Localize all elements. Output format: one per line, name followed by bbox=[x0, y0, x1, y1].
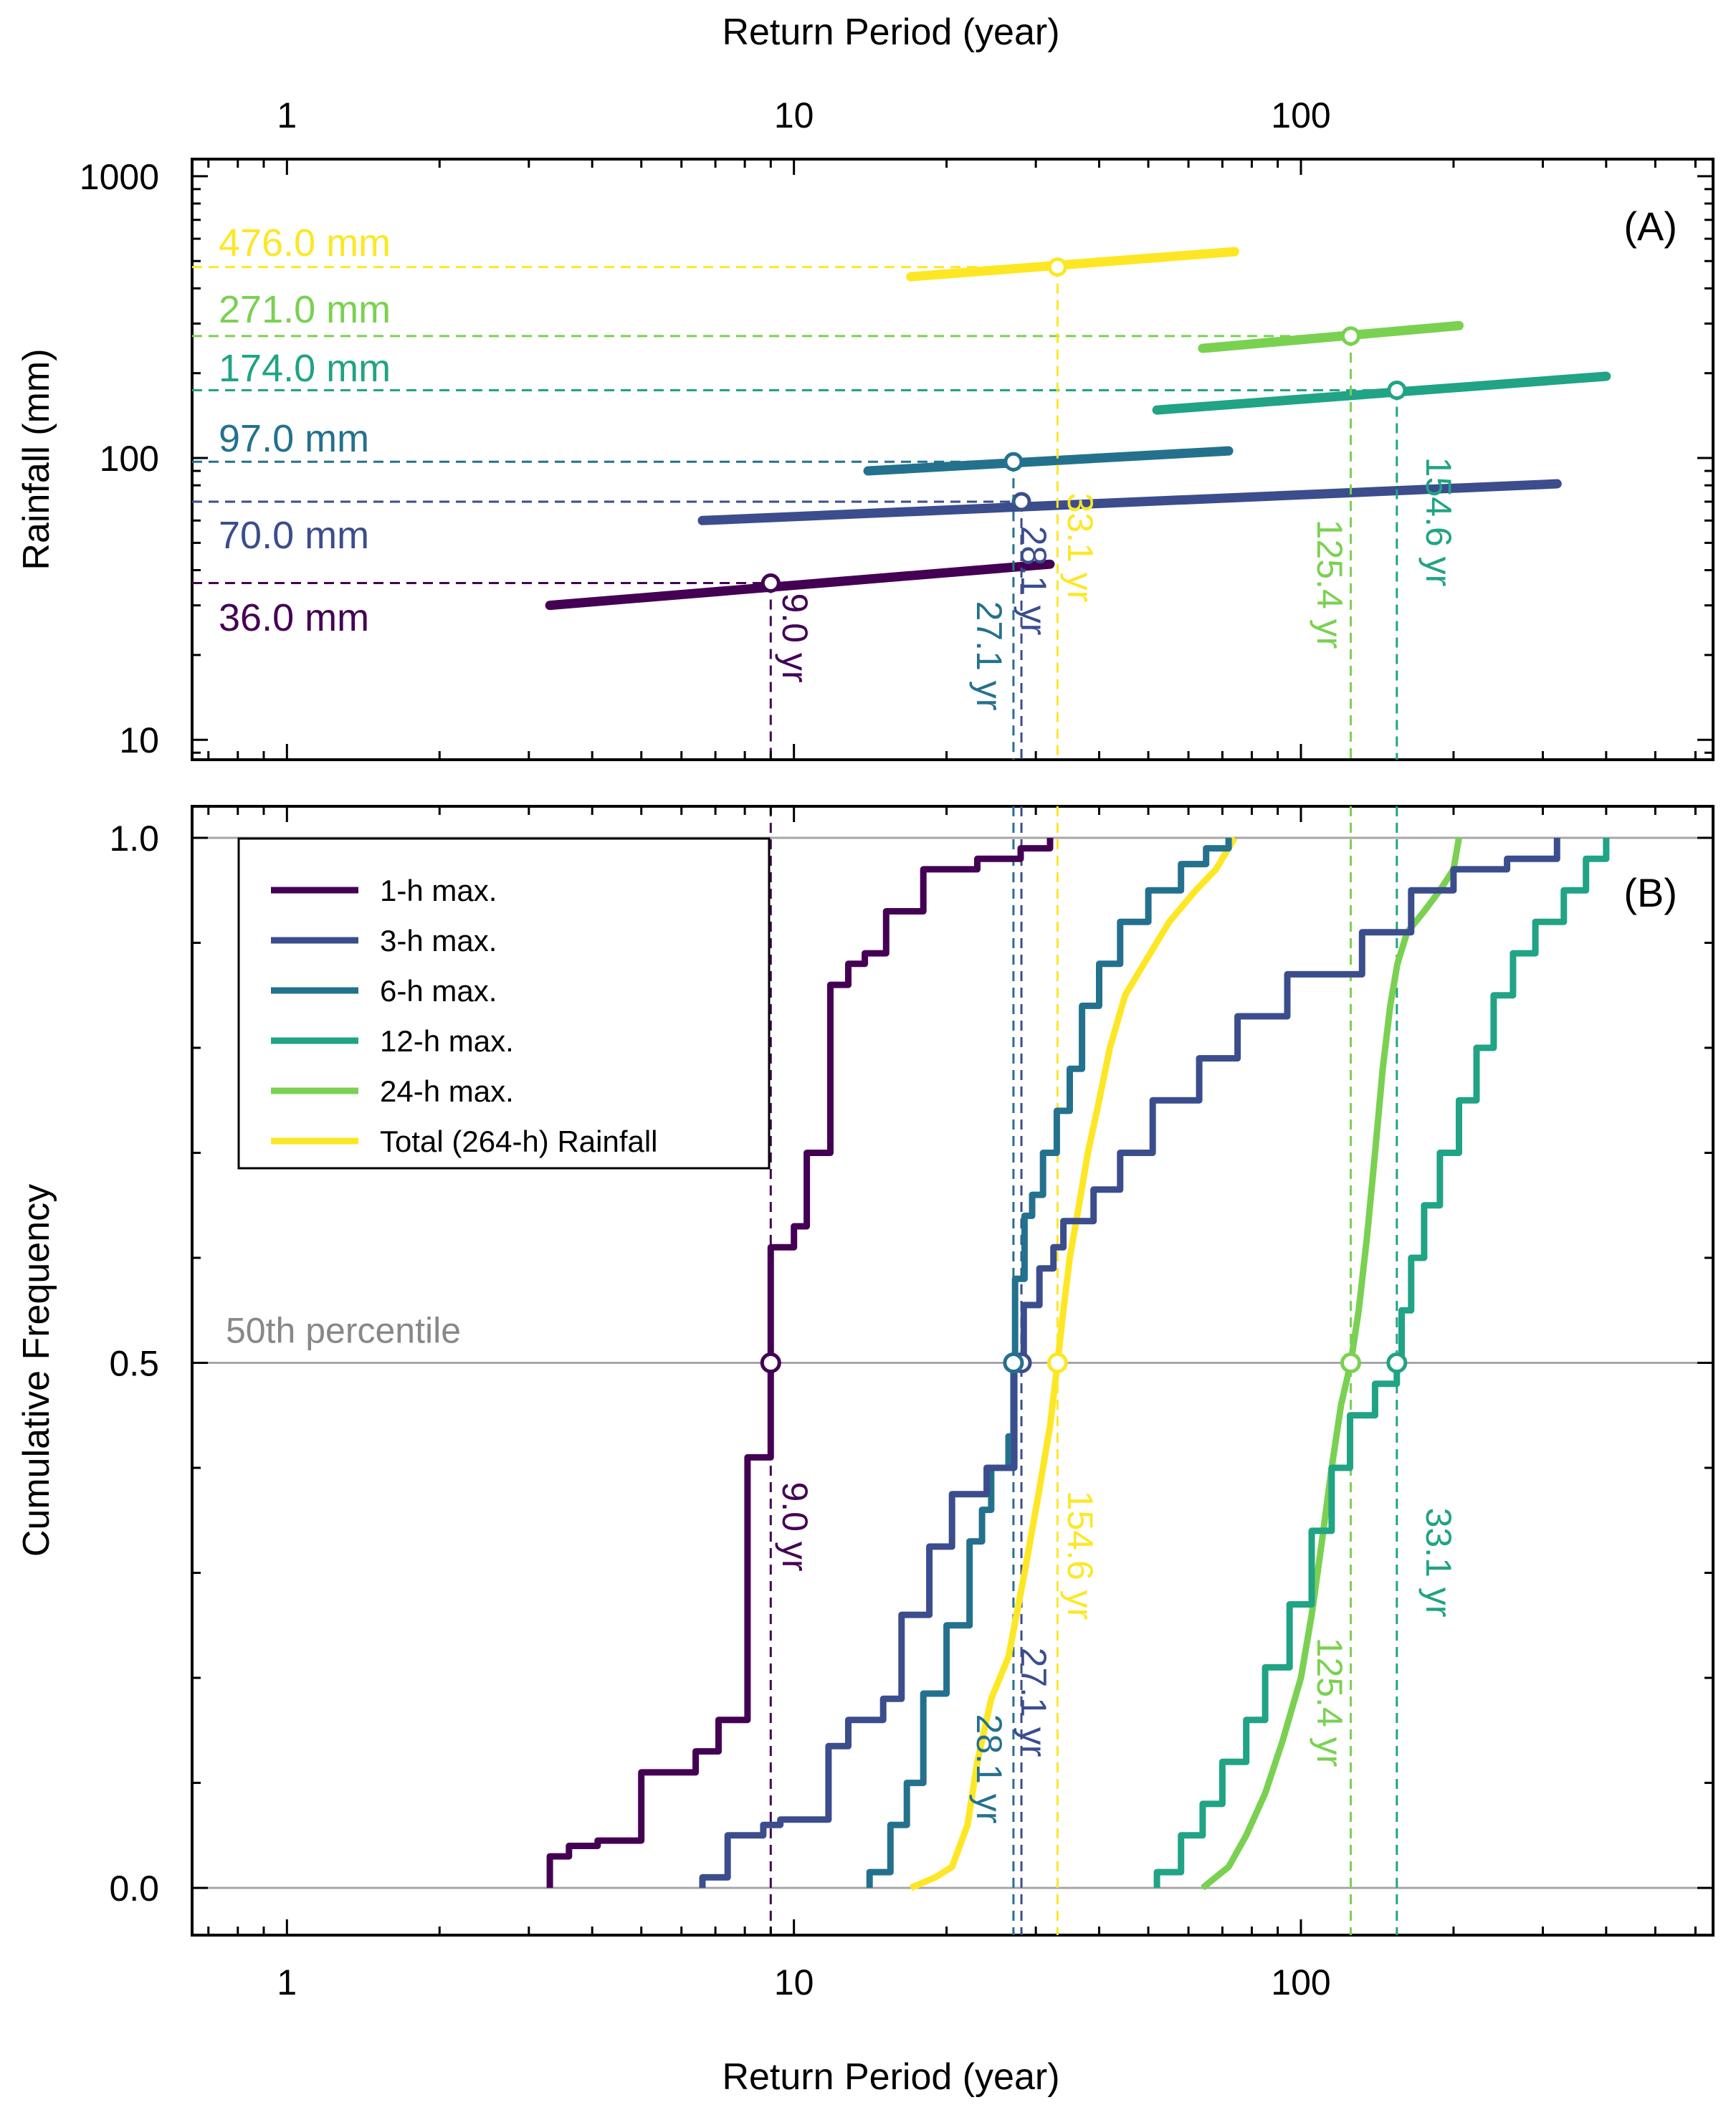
legend-label-12-h-max: 12-h max. bbox=[380, 1024, 514, 1058]
x-tick-label-top: 100 bbox=[1271, 95, 1330, 135]
legend-box bbox=[237, 837, 771, 1170]
cdf-line-total-264-h-rainfall bbox=[909, 836, 1238, 1891]
panel-a-label: (A) bbox=[1623, 204, 1677, 249]
y-tick-label: 1000 bbox=[80, 157, 159, 197]
y-tick-label: 10 bbox=[119, 720, 159, 760]
series-point-12-h-max bbox=[1387, 380, 1407, 400]
return-period-label-a-24-h-max: 125.4 yr bbox=[1310, 520, 1350, 649]
x-tick-label-top: 1 bbox=[277, 95, 297, 135]
legend-label-3-h-max: 3-h max. bbox=[380, 924, 497, 958]
series-line-total-264-h-rainfall bbox=[906, 247, 1240, 282]
rainfall-label-6-h-max: 97.0 mm bbox=[219, 417, 369, 460]
series-point-3-h-max bbox=[1011, 492, 1031, 512]
percentile-label: 50th percentile bbox=[226, 1311, 461, 1351]
median-point-24-h-max bbox=[1340, 1352, 1362, 1374]
return-period-label-a-1-h-max: 9.0 yr bbox=[775, 593, 815, 682]
series-point-24-h-max bbox=[1341, 326, 1361, 346]
top-x-axis-label: Return Period (year) bbox=[722, 11, 1059, 53]
panel-a: (A) Rainfall (mm) 10 100 1000 36.0 mm 70.0 m… bbox=[16, 157, 1714, 761]
return-period-label-a-total-264-h-rainfall: 33.1 yr bbox=[1060, 493, 1100, 603]
legend-label-6-h-max: 6-h max. bbox=[380, 974, 497, 1008]
return-period-label-a-6-h-max: 27.1 yr bbox=[969, 601, 1009, 711]
return-period-label-b-total-264-h-rainfall: 154.6 yr bbox=[1060, 1491, 1100, 1620]
panel-b-frame bbox=[191, 805, 1714, 1937]
series-point-6-h-max bbox=[1003, 452, 1024, 472]
return-period-label-a-3-h-max: 28.1 yr bbox=[1014, 526, 1054, 636]
cdf-line-3-h-max bbox=[699, 838, 1560, 1889]
series-line-24-h-max bbox=[1198, 320, 1464, 353]
series-point-1-h-max bbox=[760, 573, 781, 593]
rainfall-label-total-264-h-rainfall: 476.0 mm bbox=[219, 221, 391, 264]
series-line-1-h-max bbox=[545, 559, 1055, 611]
cdf-line-6-h-max bbox=[866, 838, 1232, 1889]
return-period-label-b-12-h-max: 33.1 yr bbox=[1418, 1508, 1459, 1618]
panel-a-y-axis-label: Rainfall (mm) bbox=[16, 348, 57, 570]
y-tick-label: 0.5 bbox=[109, 1344, 159, 1384]
rainfall-label-3-h-max: 70.0 mm bbox=[219, 514, 369, 557]
y-tick-label: 0.0 bbox=[109, 1868, 159, 1909]
x-tick-label-bottom: 1 bbox=[277, 1962, 297, 2002]
legend-label-total-264-h-rainfall: Total (264-h) Rainfall bbox=[380, 1125, 658, 1158]
x-tick-label-bottom: 100 bbox=[1271, 1962, 1330, 2002]
series-line-6-h-max bbox=[863, 446, 1234, 476]
return-period-label-b-1-h-max: 9.0 yr bbox=[775, 1481, 815, 1571]
y-tick-label: 1.0 bbox=[109, 818, 159, 859]
panel-a-frame bbox=[191, 158, 1714, 761]
legend: 1-h max. 3-h max. 6-h max. 12-h max. 24-h ma… bbox=[237, 837, 771, 1170]
return-period-label-b-6-h-max: 28.1 yr bbox=[969, 1714, 1009, 1824]
cdf-line-24-h-max bbox=[1201, 837, 1462, 1891]
rainfall-label-12-h-max: 174.0 mm bbox=[219, 347, 391, 390]
bottom-x-axis-label: Return Period (year) bbox=[722, 2056, 1059, 2098]
x-tick-label-top: 10 bbox=[774, 95, 814, 135]
series-point-total-264-h-rainfall bbox=[1047, 257, 1067, 277]
return-period-label-a-12-h-max: 154.6 yr bbox=[1418, 457, 1459, 587]
rainfall-label-24-h-max: 271.0 mm bbox=[219, 288, 391, 331]
x-tick-label-bottom: 10 bbox=[774, 1962, 814, 2002]
series-line-3-h-max bbox=[697, 479, 1562, 525]
panel-b-label: (B) bbox=[1623, 870, 1677, 915]
series-line-12-h-max bbox=[1152, 371, 1611, 415]
median-point-1-h-max bbox=[760, 1352, 781, 1374]
panel-b-y-axis-label: Cumulative Frequency bbox=[16, 1184, 57, 1557]
return-period-label-b-24-h-max: 125.4 yr bbox=[1310, 1638, 1350, 1767]
median-point-total-264-h-rainfall bbox=[1046, 1352, 1068, 1374]
y-tick-label: 100 bbox=[100, 439, 159, 479]
legend-label-24-h-max: 24-h max. bbox=[380, 1074, 514, 1108]
panel-b: (B) Cumulative Frequency 0.0 0.5 1.0 50th p… bbox=[16, 805, 1714, 1937]
median-point-6-h-max bbox=[1003, 1352, 1024, 1374]
return-period-label-b-3-h-max: 27.1 yr bbox=[1014, 1648, 1054, 1757]
legend-label-1-h-max: 1-h max. bbox=[380, 874, 497, 907]
cdf-line-1-h-max bbox=[546, 838, 1054, 1889]
rainfall-label-1-h-max: 36.0 mm bbox=[219, 596, 369, 639]
median-point-12-h-max bbox=[1386, 1352, 1408, 1374]
